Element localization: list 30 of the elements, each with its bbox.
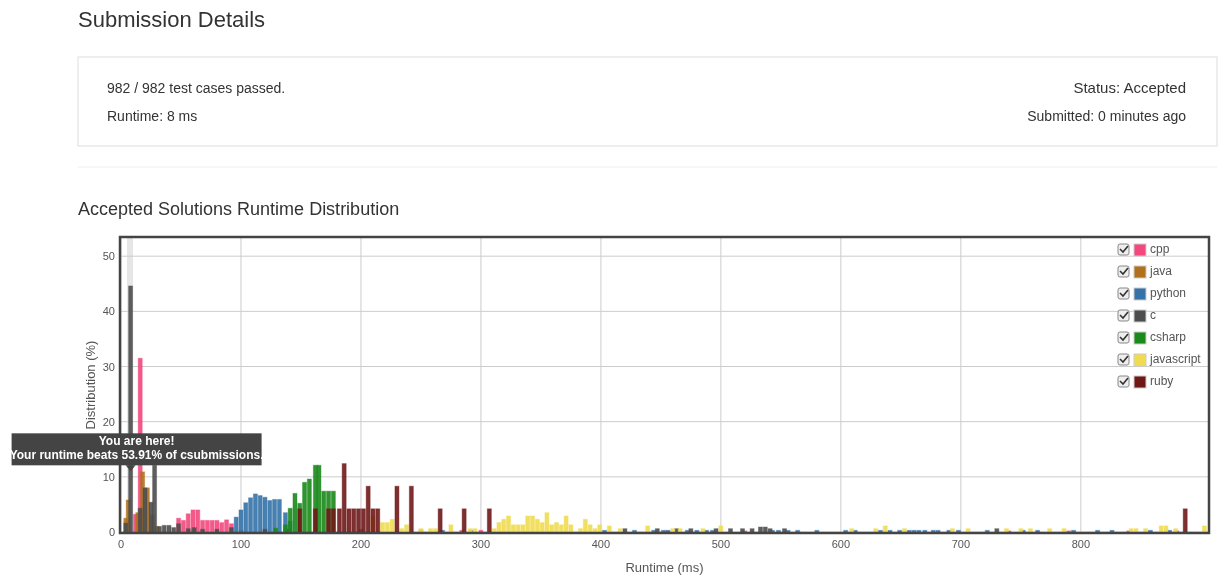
y-tick-label: 30 [102,360,115,373]
chart-title: Accepted Solutions Runtime Distribution [78,199,400,219]
y-axis-title: Distribution (%) [83,340,98,430]
x-tick-label: 300 [471,538,491,550]
text: 982 / 982 test cases passed. [107,80,286,96]
legend-label: c [1150,308,1156,322]
legend-label: cpp [1150,242,1170,256]
y-tick-label: 0 [108,526,115,538]
text: Status: Accepted [1073,79,1186,96]
x-tick-label: 200 [351,538,371,550]
x-tick-label: 100 [231,538,251,550]
y-tick-label: 10 [102,470,115,483]
legend-label: ruby [1150,374,1174,388]
x-tick-label: 700 [951,538,971,550]
legend-label: csharp [1150,330,1187,344]
y-tick-label: 20 [102,415,115,428]
legend-label: javascript [1149,352,1202,366]
x-tick-label: 400 [591,538,611,550]
x-tick-label: 0 [117,538,125,550]
x-tick-label: 500 [711,538,731,550]
text: Submission Details [78,7,266,32]
y-tick-label: 40 [102,305,115,318]
x-tick-label: 600 [831,538,851,550]
y-tick-label: 50 [102,250,115,263]
x-axis-title: Runtime (ms) [625,560,704,575]
legend-label: java [1149,264,1173,278]
text: Submitted: 0 minutes ago [1027,108,1187,124]
x-tick-label: 800 [1071,538,1090,550]
text: Runtime: 8 ms [107,108,198,124]
legend-label: python [1150,286,1187,300]
